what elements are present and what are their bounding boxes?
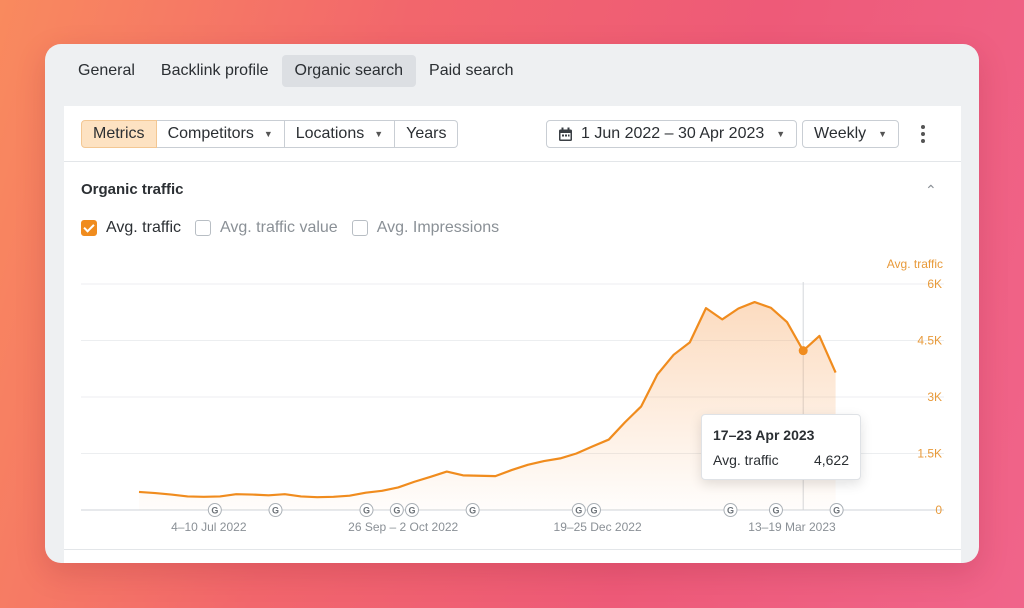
tab-backlink-profile[interactable]: Backlink profile bbox=[160, 62, 269, 79]
marker-letter: G bbox=[727, 506, 734, 516]
marker-letter: G bbox=[469, 506, 476, 516]
marker-circle bbox=[207, 503, 222, 517]
x-tick-label: 19–25 Dec 2022 bbox=[554, 520, 642, 534]
locations-dropdown[interactable]: Locations ▼ bbox=[284, 120, 396, 148]
view-toolbar: Metrics Competitors ▼ Locations ▼ Years bbox=[81, 120, 459, 148]
bottom-divider bbox=[64, 549, 961, 550]
google-update-icon[interactable]: G bbox=[571, 503, 586, 517]
more-options-icon[interactable] bbox=[915, 122, 931, 146]
tab-organic-search[interactable]: Organic search bbox=[281, 55, 417, 87]
marker-letter: G bbox=[363, 506, 370, 516]
google-update-icon[interactable]: G bbox=[389, 503, 404, 517]
competitors-label: Competitors bbox=[167, 125, 254, 142]
metrics-button[interactable]: Metrics bbox=[81, 120, 157, 148]
calendar-icon bbox=[559, 127, 572, 141]
y-axis-title: Avg. traffic bbox=[886, 257, 943, 271]
x-tick-label: 13–19 Mar 2023 bbox=[748, 520, 836, 534]
main-panel: Metrics Competitors ▼ Locations ▼ Years 1 … bbox=[64, 106, 961, 563]
app-window: General Backlink profile Organic search … bbox=[45, 44, 979, 563]
tooltip-date: 17–23 Apr 2023 bbox=[713, 427, 815, 443]
avg-traffic-label: Avg. traffic bbox=[106, 219, 181, 236]
y-tick-label: 1.5K bbox=[917, 447, 942, 461]
chevron-down-icon: ▼ bbox=[263, 129, 273, 139]
locations-label: Locations bbox=[295, 125, 365, 142]
google-update-icon[interactable]: G bbox=[723, 503, 738, 517]
marker-letter: G bbox=[772, 506, 779, 516]
marker-letter: G bbox=[272, 506, 279, 516]
marker-circle bbox=[359, 503, 374, 517]
marker-circle bbox=[829, 503, 844, 517]
interval-label: Weekly bbox=[814, 125, 867, 142]
google-update-icon[interactable]: G bbox=[404, 503, 419, 517]
interval-dropdown[interactable]: Weekly ▼ bbox=[802, 120, 900, 148]
tab-general[interactable]: General bbox=[78, 62, 135, 79]
marker-circle bbox=[723, 503, 738, 517]
toolbar-divider bbox=[64, 161, 961, 162]
avg-traffic-checkbox[interactable]: Avg. traffic bbox=[81, 219, 181, 237]
checkbox-empty-icon bbox=[195, 220, 211, 236]
years-button[interactable]: Years bbox=[395, 120, 459, 148]
top-tabs: General Backlink profile Organic search … bbox=[65, 55, 527, 87]
google-update-icon[interactable]: G bbox=[829, 503, 844, 517]
marker-circle bbox=[768, 503, 783, 517]
marker-circle bbox=[465, 503, 480, 517]
avg-traffic-value-label: Avg. traffic value bbox=[220, 219, 338, 236]
google-update-icon[interactable]: G bbox=[207, 503, 222, 517]
marker-letter: G bbox=[211, 506, 218, 516]
checkbox-empty-icon bbox=[351, 220, 368, 236]
marker-letter: G bbox=[590, 506, 597, 516]
series-line bbox=[138, 300, 837, 499]
marker-letter: G bbox=[575, 506, 582, 516]
marker-circle bbox=[268, 503, 283, 517]
marker-circle bbox=[586, 503, 601, 517]
marker-letter: G bbox=[408, 506, 415, 516]
avg-impressions-checkbox[interactable]: Avg. Impressions bbox=[351, 219, 500, 237]
date-range-picker[interactable]: 1 Jun 2022 – 30 Apr 2023 ▼ bbox=[546, 120, 798, 148]
tab-paid-search[interactable]: Paid search bbox=[429, 62, 514, 79]
metric-checkboxes: Avg. traffic Avg. traffic value Avg. Imp… bbox=[81, 219, 499, 237]
avg-impressions-label: Avg. Impressions bbox=[376, 219, 500, 236]
tooltip-value: 4,622 bbox=[813, 452, 849, 468]
marker-circle bbox=[404, 503, 419, 517]
x-tick-label: 4–10 Jul 2022 bbox=[171, 520, 247, 534]
highlight-point bbox=[798, 346, 808, 356]
google-update-icon[interactable]: G bbox=[465, 503, 480, 517]
years-label: Years bbox=[406, 125, 447, 142]
date-range-label: 1 Jun 2022 – 30 Apr 2023 bbox=[581, 125, 765, 142]
area-fill bbox=[139, 302, 836, 510]
chart-tooltip: 17–23 Apr 2023 Avg. traffic 4,622 bbox=[701, 414, 861, 480]
marker-letter: G bbox=[393, 506, 400, 516]
y-tick-label: 6K bbox=[927, 277, 942, 291]
metrics-label: Metrics bbox=[93, 125, 145, 142]
marker-circle bbox=[571, 503, 586, 517]
section-title: Organic traffic bbox=[81, 181, 184, 198]
avg-traffic-value-checkbox[interactable]: Avg. traffic value bbox=[195, 219, 338, 237]
google-update-icon[interactable]: G bbox=[586, 503, 601, 517]
marker-circle bbox=[389, 503, 404, 517]
checkbox-checked-icon bbox=[81, 220, 97, 236]
google-update-icon[interactable]: G bbox=[359, 503, 374, 517]
tooltip-series-label: Avg. traffic bbox=[713, 452, 779, 468]
competitors-dropdown[interactable]: Competitors ▼ bbox=[156, 120, 285, 148]
y-tick-label: 3K bbox=[927, 390, 942, 404]
y-tick-label: 0 bbox=[935, 503, 942, 517]
google-update-icon[interactable]: G bbox=[768, 503, 783, 517]
chevron-down-icon: ▼ bbox=[374, 129, 384, 139]
google-update-icon[interactable]: G bbox=[268, 503, 283, 517]
chevron-down-icon: ▼ bbox=[878, 129, 888, 139]
marker-letter: G bbox=[833, 506, 840, 516]
chevron-up-icon[interactable]: ⌃ bbox=[925, 182, 937, 198]
x-tick-label: 26 Sep – 2 Oct 2022 bbox=[348, 520, 458, 534]
y-tick-label: 4.5K bbox=[917, 334, 942, 348]
chevron-down-icon: ▼ bbox=[776, 129, 786, 139]
